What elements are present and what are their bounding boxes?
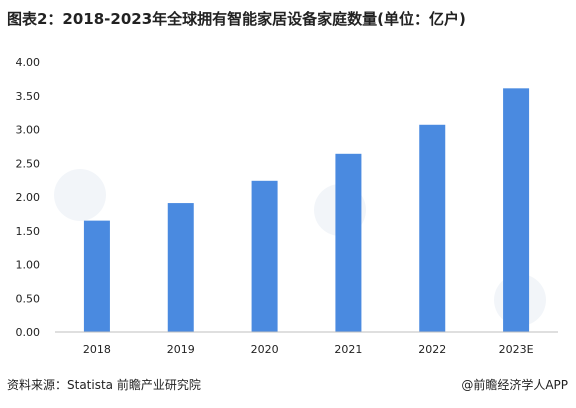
brand-credit: @前瞻经济学人APP xyxy=(461,378,568,392)
bar-2022 xyxy=(419,124,446,333)
bar-series xyxy=(83,88,530,333)
x-axis: 2018 2019 2020 2021 2022 2023E xyxy=(83,343,534,356)
y-tick-label: 1.50 xyxy=(16,225,41,238)
x-tick-label: 2023E xyxy=(499,343,534,356)
x-tick-label: 2020 xyxy=(251,343,279,356)
x-tick-label: 2019 xyxy=(167,343,195,356)
bar-2023E xyxy=(503,88,530,332)
bar-2018 xyxy=(83,220,110,332)
y-tick-label: 0.00 xyxy=(16,326,41,339)
source-note: 资料来源：Statista 前瞻产业研究院 xyxy=(7,378,201,392)
chart-title: 图表2：2018-2023年全球拥有智能家居设备家庭数量(单位：亿户) xyxy=(7,10,466,28)
bar-2019 xyxy=(167,203,194,332)
x-tick-label: 2021 xyxy=(334,343,362,356)
y-tick-label: 0.50 xyxy=(16,292,41,305)
y-tick-label: 2.50 xyxy=(16,157,41,170)
y-tick-label: 2.00 xyxy=(16,191,41,204)
bar-2020 xyxy=(251,180,278,332)
watermark-layer xyxy=(54,169,546,326)
bar-2021 xyxy=(335,153,362,332)
y-tick-label: 1.00 xyxy=(16,259,41,272)
y-tick-label: 3.00 xyxy=(16,124,41,137)
y-tick-label: 3.50 xyxy=(16,90,41,103)
y-tick-label: 4.00 xyxy=(16,56,41,69)
y-axis: 0.00 0.50 1.00 1.50 2.00 2.50 3.00 3.50 4.00 xyxy=(16,56,41,339)
x-tick-label: 2022 xyxy=(418,343,446,356)
watermark-logo-icon xyxy=(54,169,106,221)
x-tick-label: 2018 xyxy=(83,343,111,356)
